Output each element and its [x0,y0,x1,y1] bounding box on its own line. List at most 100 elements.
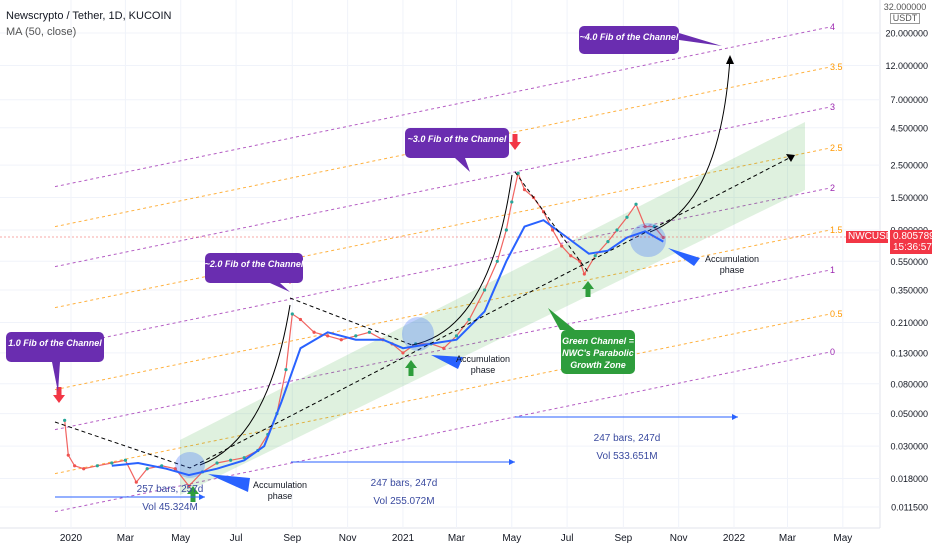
channel-label-tail [548,308,575,330]
callout-wedge [208,474,250,492]
x-tick-label: May [171,533,190,544]
y-tick-label: 0.550000 [890,257,928,267]
measure-bars-label: 247 bars, 247d [594,433,661,444]
price-point [495,259,499,263]
y-tick-label: 20.000000 [885,29,928,39]
up-arrow-icon [187,486,199,494]
down-arrow-icon [56,387,62,396]
down-arrow-icon [509,142,521,150]
x-tick-label: Jul [230,533,243,544]
measure-arrowhead [199,494,205,500]
price-point [482,288,487,292]
price-point [63,418,67,422]
y-tick-label: 0.011500 [891,503,928,513]
price-point [467,317,471,322]
accumulation-label: Accumulation [253,480,307,490]
price-point [454,334,459,338]
up-arrow-icon [582,281,594,289]
price-point [66,453,70,457]
price-point [354,334,358,338]
accumulation-circle [402,317,434,351]
fib-level-label: 3 [830,102,835,112]
fib-label-1-box [6,332,104,362]
x-tick-label: 2022 [723,533,746,544]
decline-line [289,297,413,346]
x-tick-label: 2021 [392,533,415,544]
down-arrow-icon [512,134,518,143]
fib-label-3-box [405,128,509,158]
fib-label-4-box [579,26,679,54]
measure-bars-label: 247 bars, 247d [371,478,438,489]
y-tick-label: 2.500000 [890,161,928,171]
y-tick-label: 0.030000 [890,442,928,452]
channel-label-text: NWC's Parabolic [562,348,634,358]
up-arrow-icon [405,360,417,368]
accumulation-label: Accumulation [456,354,510,364]
price-point [160,464,164,468]
price-point [643,224,647,229]
x-tick-label: Mar [779,533,797,544]
price-value: 0.805789 [890,230,932,244]
x-tick-label: Nov [670,533,688,544]
price-point [110,461,114,465]
price-axis-bg [880,0,932,550]
fib-level-label: 3.5 [830,62,843,72]
price-point [593,254,597,258]
y-tick-label: 4.500000 [890,123,928,133]
x-tick-label: Sep [283,533,301,544]
price-point [625,215,629,219]
price-point [82,467,86,471]
price-point [145,467,149,471]
accumulation-label: phase [720,265,745,275]
x-tick-label: Mar [117,533,135,544]
price-point [173,467,177,471]
y-tick-label: 0.350000 [890,286,928,296]
price-point [634,202,638,206]
fib-level-label: 2 [830,183,835,193]
ma-line [111,219,664,477]
price-point [229,458,233,462]
price-point [339,338,343,342]
price-point [215,461,219,465]
callout-wedge [668,248,700,266]
parabolic-curve [649,57,731,233]
indicator-label: MA (50, close) [6,26,77,38]
price-point [578,259,582,263]
y-tick-label: 0.018000 [890,474,928,484]
callout-wedge [431,355,463,369]
support-projection-line [54,154,796,469]
price-point [551,228,555,232]
measure-vol-label: Vol 45.324M [142,502,198,513]
price-point [134,480,138,484]
price-point [560,244,564,248]
y-tick-label: 12.000000 [885,61,928,71]
price-point [95,464,99,468]
price-point [312,330,316,334]
price-point [569,254,573,258]
y-tick-label: 7.000000 [890,95,928,105]
down-arrow-icon [53,395,65,403]
fib-level-label: 1 [830,265,835,275]
fib-label-2-tail [270,283,290,292]
x-tick-label: Mar [448,533,466,544]
x-tick-label: Jul [561,533,574,544]
price-point [615,228,619,232]
x-tick-label: Nov [339,533,357,544]
y-tick-label: 0.130000 [890,348,928,358]
fib-label-4-tail [665,33,722,46]
measure-arrowhead [732,414,738,420]
chart-title: Newscrypto / Tether, 1D, KUCOIN [6,10,172,22]
y-tick-label: 0.080000 [890,379,928,389]
fib-label-1-text: 1.0 Fib of the Channel [8,338,102,348]
price-point [661,235,665,240]
accumulation-circle [175,452,205,478]
price-point [298,317,303,322]
y-tick-label: 0.050000 [890,409,928,419]
fib-label-4-text: ~4.0 Fib of the Channel [580,32,679,42]
price-point [290,312,294,316]
price-point [326,334,330,338]
chart-legend: Newscrypto / Tether, 1D, KUCOIN MA (50, … [6,8,171,40]
price-point [442,346,446,350]
x-tick-label: May [502,533,521,544]
